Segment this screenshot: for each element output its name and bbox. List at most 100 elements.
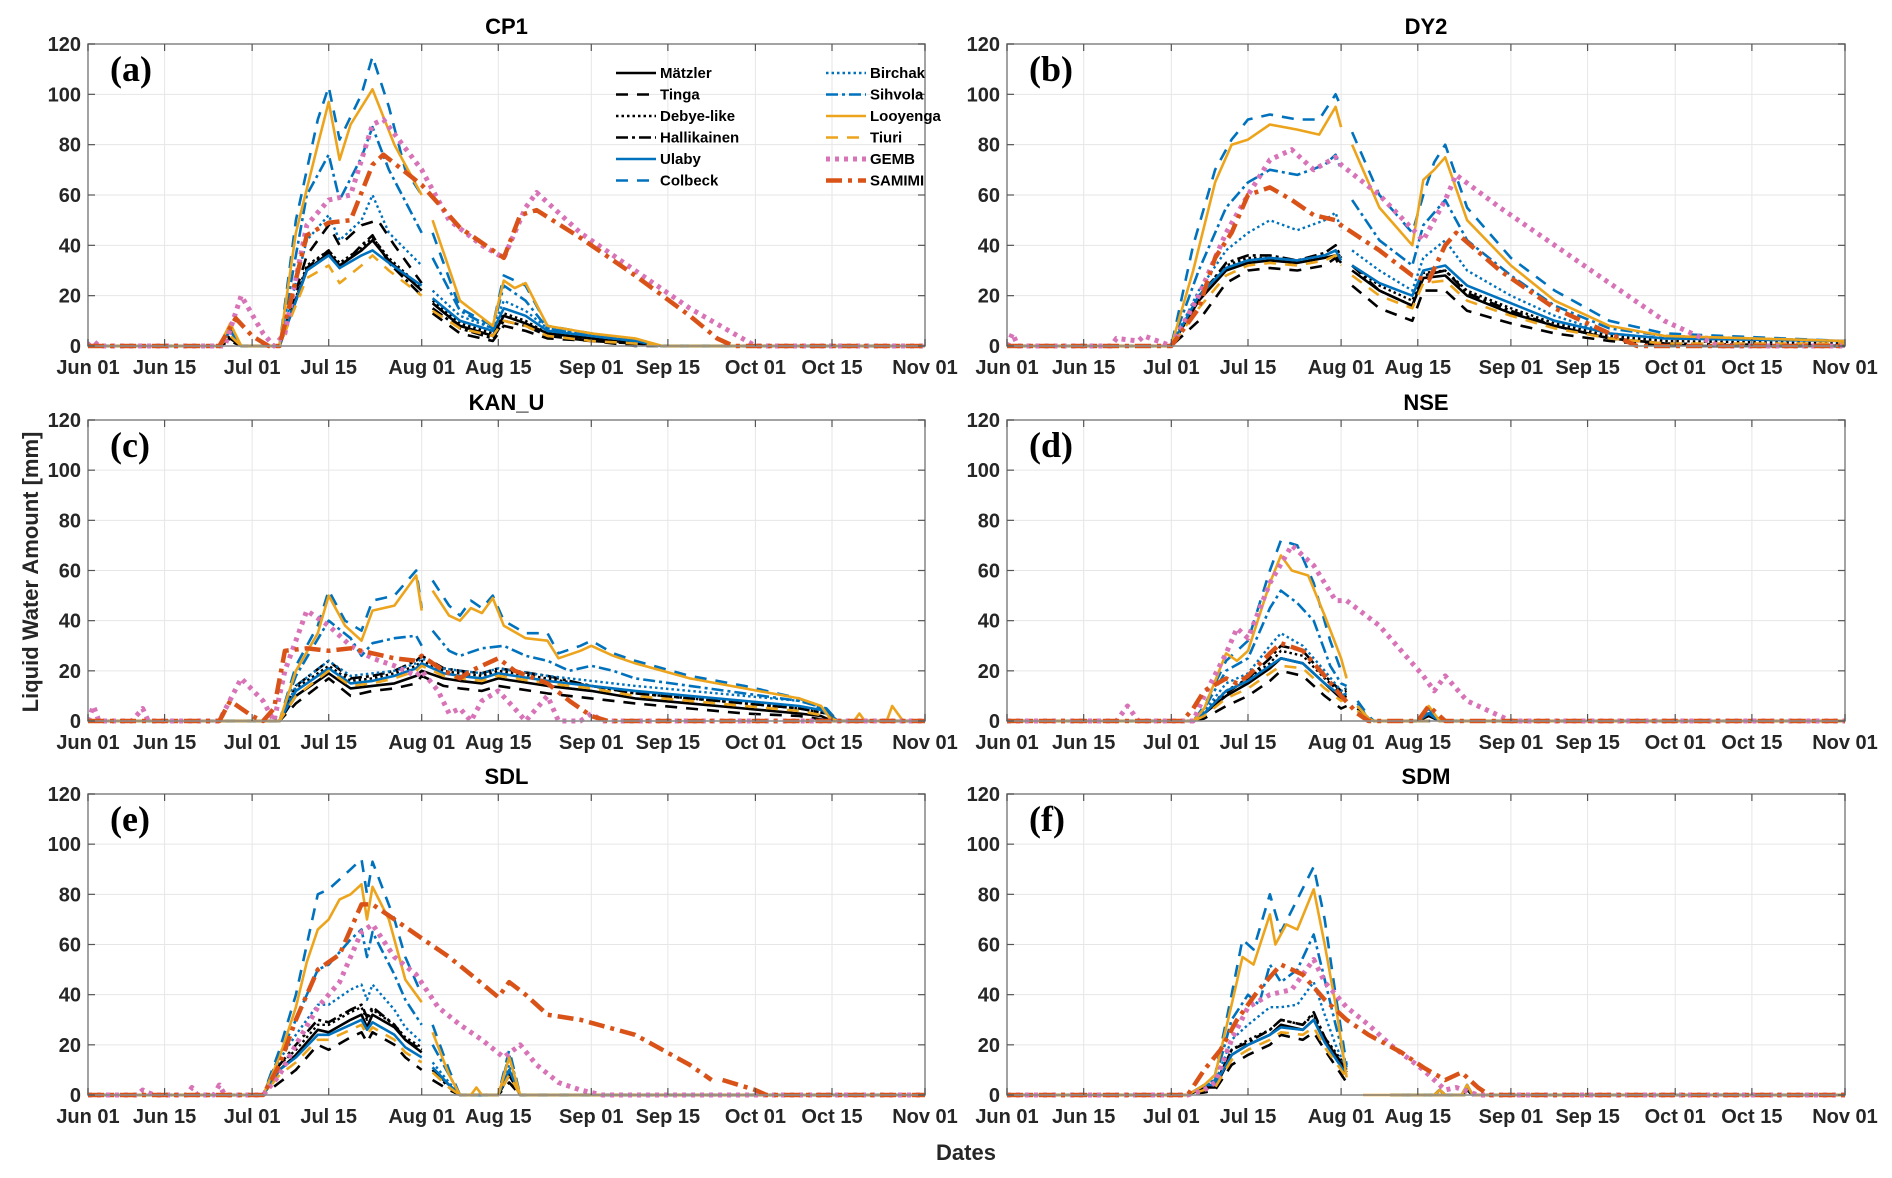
- x-tick-label: Aug 01: [1308, 357, 1375, 379]
- x-tick-label: Nov 01: [1812, 732, 1878, 754]
- x-tick-label: Oct 01: [1645, 1106, 1706, 1128]
- x-tick-label: Sep 15: [636, 1106, 700, 1128]
- y-tick-label: 60: [59, 561, 81, 583]
- x-tick-label: Jun 15: [1052, 1106, 1115, 1128]
- x-tick-label: Oct 15: [1721, 732, 1782, 754]
- y-axis-label: Liquid Water Amount [mm]: [18, 432, 43, 713]
- y-tick-label: 20: [59, 661, 81, 683]
- panel-cp1: Jun 01 Jun 15 Jul 01 Jul 15 Aug 01 Aug 15 Sep …: [48, 14, 958, 379]
- legend-label: Tinga: [660, 87, 700, 104]
- y-tick-label: 100: [48, 460, 81, 482]
- y-tick-label: 60: [978, 935, 1000, 957]
- x-tick-label: Nov 01: [892, 732, 958, 754]
- x-tick-label: Jul 15: [300, 732, 357, 754]
- y-tick-label: 120: [967, 410, 1000, 432]
- panel-dy2: Jun 01 Jun 15 Jul 01 Jul 15 Aug 01 Aug 15 Sep …: [967, 14, 1878, 379]
- x-tick-label: Aug 01: [1308, 1106, 1375, 1128]
- legend-label: Sihvola: [870, 87, 924, 104]
- x-tick-label: Jul 15: [1220, 732, 1277, 754]
- series-line-birchak: [88, 657, 925, 723]
- series-line-birchak: [88, 193, 925, 348]
- x-tick-label: Oct 15: [801, 357, 862, 379]
- series-line-samimi: [1007, 962, 1845, 1098]
- x-tick-label: Aug 01: [388, 732, 455, 754]
- x-tick-label: Jun 01: [975, 732, 1038, 754]
- x-tick-label: Oct 01: [725, 357, 786, 379]
- panel-title: DY2: [1405, 14, 1448, 39]
- x-tick-label: Aug 15: [1384, 1106, 1451, 1128]
- y-tick-label: 100: [48, 84, 81, 106]
- x-tick-label: Jul 01: [224, 1106, 281, 1128]
- x-tick-label: Jun 01: [975, 357, 1038, 379]
- y-tick-label: 60: [59, 185, 81, 207]
- x-tick-label: Aug 15: [465, 357, 532, 379]
- series-line-mtzler: [88, 669, 925, 723]
- y-tick-label: 40: [978, 985, 1000, 1007]
- x-tick-label: Nov 01: [892, 1106, 958, 1128]
- series-group: [1007, 93, 1846, 349]
- x-tick-label: Aug 01: [1308, 732, 1375, 754]
- x-tick-label: Jun 15: [133, 732, 196, 754]
- y-tick-label: 120: [48, 34, 81, 56]
- x-tick-label: Oct 15: [1721, 357, 1782, 379]
- x-axis-label: Dates: [936, 1140, 996, 1165]
- legend-label: Ulaby: [660, 151, 702, 168]
- series-line-tiuri: [1007, 254, 1845, 348]
- series-line-samimi: [88, 152, 925, 349]
- x-tick-label: Jun 01: [56, 357, 119, 379]
- x-tick-label: Sep 15: [1555, 357, 1619, 379]
- legend-label: Mätzler: [660, 65, 712, 82]
- legend-label: Hallikainen: [660, 130, 739, 147]
- y-tick-label: 20: [59, 1035, 81, 1057]
- x-tick-label: Jun 15: [133, 1106, 196, 1128]
- series-line-gemb: [88, 921, 925, 1098]
- y-tick-label: 60: [978, 185, 1000, 207]
- x-tick-label: Sep 15: [636, 732, 700, 754]
- series-line-tinga: [88, 674, 925, 723]
- legend-label: Tiuri: [870, 130, 902, 147]
- x-tick-label: Oct 15: [801, 732, 862, 754]
- y-tick-label: 40: [978, 235, 1000, 257]
- panel-kan_u: Jun 01 Jun 15 Jul 01 Jul 15 Aug 01 Aug 15 Sep …: [48, 390, 958, 754]
- y-tick-label: 60: [59, 935, 81, 957]
- x-tick-label: Nov 01: [1812, 1106, 1878, 1128]
- series-line-samimi: [1007, 640, 1845, 724]
- x-tick-label: Sep 15: [1555, 1106, 1619, 1128]
- x-tick-label: Aug 15: [1384, 357, 1451, 379]
- y-tick-label: 0: [70, 336, 81, 358]
- y-tick-label: 0: [989, 1085, 1000, 1107]
- x-tick-label: Jun 15: [133, 357, 196, 379]
- y-tick-label: 100: [48, 834, 81, 856]
- x-tick-label: Jun 01: [56, 732, 119, 754]
- y-tick-label: 120: [48, 410, 81, 432]
- x-tick-label: Sep 15: [1555, 732, 1619, 754]
- series-line-looyenga: [88, 883, 925, 1097]
- x-tick-label: Jul 01: [1143, 1106, 1200, 1128]
- panel-letter: (c): [110, 425, 150, 465]
- y-tick-label: 60: [978, 561, 1000, 583]
- y-tick-label: 40: [978, 611, 1000, 633]
- panel-letter: (a): [110, 49, 152, 89]
- y-tick-label: 80: [59, 135, 81, 157]
- y-tick-label: 20: [978, 1035, 1000, 1057]
- x-tick-label: Jul 01: [1143, 357, 1200, 379]
- y-tick-label: 100: [967, 84, 1000, 106]
- legend-label: Debye-like: [660, 108, 735, 125]
- y-tick-label: 0: [70, 1085, 81, 1107]
- x-tick-label: Oct 01: [1645, 357, 1706, 379]
- y-tick-label: 120: [967, 784, 1000, 806]
- x-tick-label: Jun 15: [1052, 357, 1115, 379]
- panel-letter: (e): [110, 799, 150, 839]
- x-tick-label: Sep 01: [1479, 357, 1543, 379]
- legend-label: Birchak: [870, 65, 926, 82]
- x-tick-label: Jun 01: [56, 1106, 119, 1128]
- x-tick-label: Sep 01: [559, 1106, 623, 1128]
- y-tick-label: 40: [59, 611, 81, 633]
- x-tick-label: Aug 01: [388, 1106, 455, 1128]
- panel-title: KAN_U: [469, 390, 545, 415]
- x-tick-label: Jul 15: [1220, 1106, 1277, 1128]
- y-tick-label: 100: [967, 834, 1000, 856]
- legend-label: SAMIMI: [870, 173, 924, 190]
- x-tick-label: Aug 15: [1384, 732, 1451, 754]
